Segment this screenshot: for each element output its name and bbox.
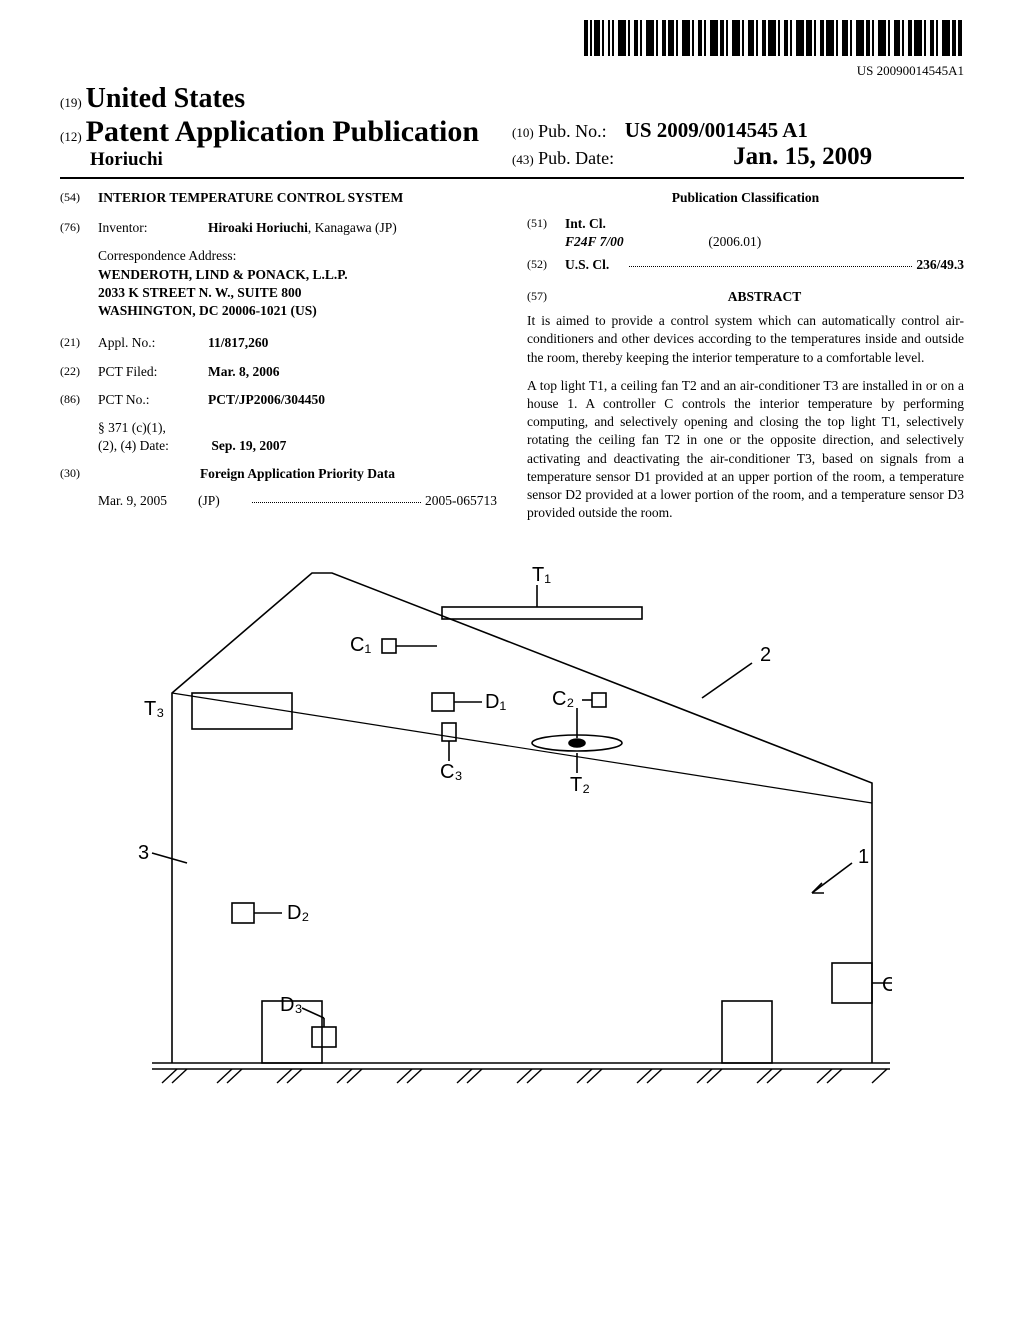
intcl-row: (51) Int. Cl. [527,215,964,233]
dotted-leader-2 [629,256,912,267]
code-22: (22) [60,363,98,381]
pct-filed: Mar. 8, 2006 [208,363,280,381]
appl-no-label: Appl. No.: [98,334,208,352]
invention-title: INTERIOR TEMPERATURE CONTROL SYSTEM [98,189,403,207]
code-57: (57) [527,288,565,312]
intcl-code: F24F 7/00 [565,233,705,251]
fig-label-3: 3 [138,842,149,864]
pct-no-row: (86) PCT No.: PCT/JP2006/304450 [60,391,497,409]
code-10: (10) [512,125,534,140]
s371-date: Sep. 19, 2007 [211,438,286,453]
priority-heading: Foreign Application Priority Data [98,465,497,483]
abstract-heading: ABSTRACT [565,288,964,306]
code-76: (76) [60,219,98,237]
abstract-header-row: (57) ABSTRACT [527,288,964,312]
left-column: (54) INTERIOR TEMPERATURE CONTROL SYSTEM… [60,189,497,533]
barcode-text: US 20090014545A1 [60,63,964,79]
inventor-label: Inventor: [98,219,208,237]
priority-country: (JP) [198,492,248,510]
abstract-p2: A top light T1, a ceiling fan T2 and an … [527,377,964,523]
header-right: (10) Pub. No.: US 2009/0014545 A1 (43) P… [512,118,964,171]
pct-filed-row: (22) PCT Filed: Mar. 8, 2006 [60,363,497,381]
country: United States [86,83,245,114]
corr-label: Correspondence Address: [98,247,497,265]
code-86: (86) [60,391,98,409]
intcl-label: Int. Cl. [565,215,606,233]
priority-number: 2005-065713 [425,492,497,510]
fig-label-t1: T₁ [532,564,551,586]
fig-label-d1: D₁ [485,691,506,713]
figure-svg: T₁ T₂ T₃ C₁ C₂ C₃ D₁ D₂ D₃ 1 2 3 C [132,563,892,1093]
fig-label-d3: D₃ [280,994,303,1016]
fig-label-d2: D₂ [287,902,309,924]
appl-no-row: (21) Appl. No.: 11/817,260 [60,334,497,352]
code-19: (19) [60,95,82,110]
header: (19) United States (12) Patent Applicati… [60,83,964,179]
figure: T₁ T₂ T₃ C₁ C₂ C₃ D₁ D₂ D₃ 1 2 3 C [60,563,964,1098]
fig-label-c3: C₃ [440,761,463,783]
priority-data-row: Mar. 9, 2005 (JP) 2005-065713 [98,492,497,510]
s371-line1: § 371 (c)(1), [98,419,497,437]
corr-line-2: 2033 K STREET N. W., SUITE 800 [98,284,497,302]
code-21: (21) [60,334,98,352]
code-43: (43) [512,152,534,167]
pub-date-label: Pub. Date: [538,148,614,168]
fig-label-t2: T₂ [570,774,590,796]
code-54: (54) [60,189,98,207]
fig-label-c2: C₂ [552,688,574,710]
fig-label-t3: T₃ [144,698,164,720]
pct-no-label: PCT No.: [98,391,208,409]
code-12: (12) [60,129,82,144]
fig-label-1: 1 [858,846,869,868]
corr-line-1: WENDEROTH, LIND & PONACK, L.L.P. [98,266,497,284]
s371-block: § 371 (c)(1), (2), (4) Date: Sep. 19, 20… [98,419,497,455]
dotted-leader [252,492,421,503]
bibliographic-columns: (54) INTERIOR TEMPERATURE CONTROL SYSTEM… [60,189,964,533]
intcl-value-row: F24F 7/00 (2006.01) [565,233,964,251]
uscl-value: 236/49.3 [916,256,964,274]
inventor-row: (76) Inventor: Hiroaki Horiuchi, Kanagaw… [60,219,497,237]
pub-class-heading: Publication Classification [527,189,964,207]
fig-label-2: 2 [760,644,771,666]
correspondence-address: Correspondence Address: WENDEROTH, LIND … [98,247,497,320]
s371-line2: (2), (4) Date: [98,437,208,455]
inventor-name: Hiroaki Horiuchi [208,220,308,235]
intcl-year: (2006.01) [708,234,761,249]
priority-header-row: (30) Foreign Application Priority Data [60,465,497,483]
uscl-label: U.S. Cl. [565,256,625,274]
fig-label-c: C [882,974,892,996]
header-inventor: Horiuchi [90,149,163,170]
abstract-p1: It is aimed to provide a control system … [527,312,964,367]
pct-filed-label: PCT Filed: [98,363,208,381]
code-51: (51) [527,215,565,233]
pct-no: PCT/JP2006/304450 [208,391,325,409]
pub-date: Jan. 15, 2009 [733,143,872,170]
code-52: (52) [527,256,565,274]
patent-page: US 20090014545A1 (19) United States (12)… [0,0,1024,1138]
pub-no: US 2009/0014545 A1 [625,118,808,142]
barcode-graphic [584,20,964,61]
appl-no: 11/817,260 [208,334,268,352]
right-column: Publication Classification (51) Int. Cl.… [527,189,964,533]
publication-type: Patent Application Publication [86,115,479,148]
priority-date: Mar. 9, 2005 [98,492,198,510]
code-30: (30) [60,465,98,483]
barcode-block: US 20090014545A1 [60,20,964,79]
uscl-row: (52) U.S. Cl. 236/49.3 [527,256,964,274]
corr-line-3: WASHINGTON, DC 20006-1021 (US) [98,302,497,320]
header-left: (19) United States (12) Patent Applicati… [60,83,512,171]
fig-label-c1: C₁ [350,634,371,656]
inventor-location: , Kanagawa (JP) [308,220,397,235]
pub-no-label: Pub. No.: [538,121,607,141]
title-block: (54) INTERIOR TEMPERATURE CONTROL SYSTEM [60,189,497,207]
